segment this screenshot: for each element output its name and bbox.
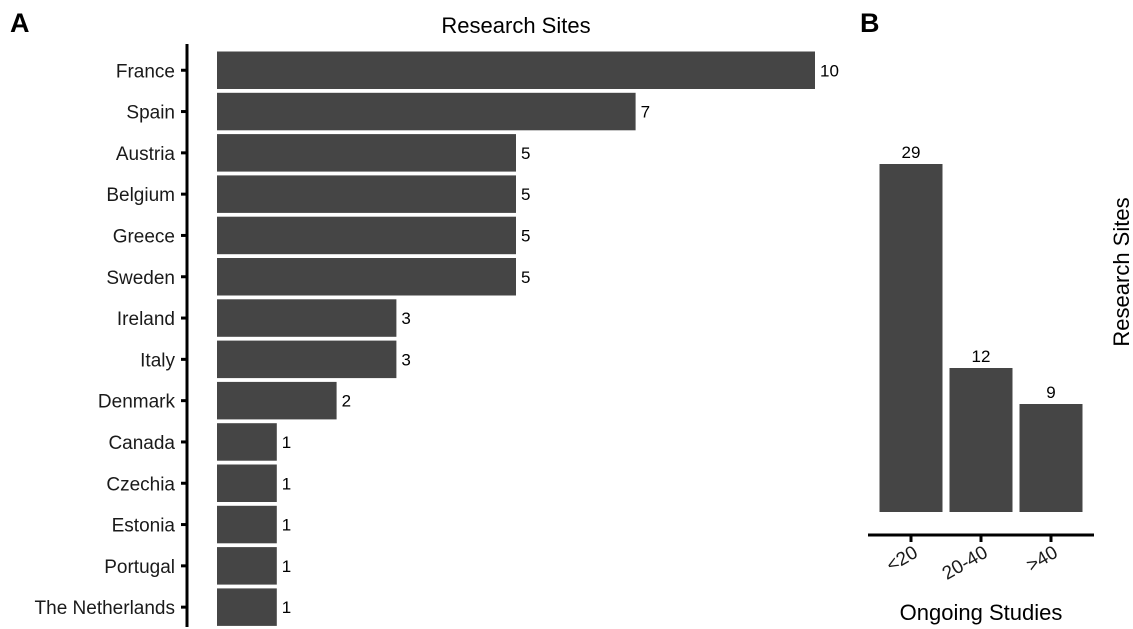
data-label-lt-20: 29 [902, 143, 921, 162]
bar-denmark [217, 381, 337, 420]
data-label-czechia: 1 [282, 474, 291, 493]
data-label-belgium: 5 [521, 185, 530, 204]
tick-label-greece: Greece [113, 226, 175, 247]
data-label-denmark: 2 [342, 392, 351, 411]
tick-label-france: France [116, 61, 175, 82]
chart-a-bars: 10 France 7 Spain 5 Austria 5 Belgium 5 Greece 5 Sw… [35, 51, 839, 626]
tick-label-spain: Spain [126, 103, 175, 124]
panel-b-label: B [860, 8, 880, 38]
data-label-estonia: 1 [282, 516, 291, 535]
tick-label-estonia: Estonia [112, 516, 176, 537]
bar-estonia [217, 505, 277, 544]
chart-b-research-sites-by-ongoing-studies: 29 <20 12 20-40 9 >40 Ongoing Studies Researc… [868, 143, 1133, 625]
panel-a-label: A [10, 8, 30, 38]
data-label-gt-40: 9 [1046, 383, 1055, 402]
tick-label-lt-20: <20 [883, 542, 921, 576]
data-label-sweden: 5 [521, 268, 530, 287]
tick-label-portugal: Portugal [104, 557, 175, 578]
bar-lt-20 [879, 164, 943, 512]
tick-label-italy: Italy [140, 350, 175, 371]
bar-ireland [217, 299, 397, 337]
data-label-canada: 1 [282, 433, 291, 452]
tick-label-denmark: Denmark [98, 392, 176, 413]
bar-20-40 [949, 368, 1013, 512]
tick-label-gt-40: >40 [1023, 542, 1061, 576]
bar-france [217, 51, 815, 89]
bar-sweden [217, 258, 516, 296]
tick-label-20-40: 20-40 [939, 542, 992, 584]
bar-spain [217, 92, 636, 131]
bar-gt-40 [1019, 404, 1083, 512]
data-label-greece: 5 [521, 226, 530, 245]
data-label-italy: 3 [401, 350, 410, 369]
chart-b-bars: 29 <20 12 20-40 9 >40 [879, 143, 1083, 585]
tick-label-austria: Austria [116, 144, 176, 165]
data-label-france: 10 [820, 61, 839, 80]
bar-belgium [217, 175, 516, 213]
chart-a-research-sites-by-country: Research Sites 10 France 7 Spain 5 Austria 5 Be… [35, 13, 839, 627]
data-label-the-netherlands: 1 [282, 598, 291, 617]
bar-greece [217, 216, 516, 255]
chart-b-x-axis-title: Ongoing Studies [900, 600, 1063, 625]
tick-label-czechia: Czechia [106, 474, 175, 495]
bar-italy [217, 340, 397, 379]
data-label-portugal: 1 [282, 557, 291, 576]
tick-label-belgium: Belgium [106, 185, 175, 206]
data-label-ireland: 3 [401, 309, 410, 328]
tick-label-the-netherlands: The Netherlands [35, 598, 175, 619]
bar-portugal [217, 547, 277, 585]
bar-the-netherlands [217, 588, 277, 626]
data-label-spain: 7 [641, 103, 650, 122]
chart-a-title: Research Sites [441, 13, 590, 38]
chart-b-y-axis-title: Research Sites [1109, 197, 1133, 346]
tick-label-ireland: Ireland [117, 309, 175, 330]
data-label-austria: 5 [521, 144, 530, 163]
tick-label-sweden: Sweden [106, 268, 175, 289]
tick-label-canada: Canada [108, 433, 175, 454]
bar-czechia [217, 464, 277, 502]
bar-austria [217, 134, 516, 172]
data-label-20-40: 12 [972, 347, 991, 366]
bar-canada [217, 423, 277, 461]
